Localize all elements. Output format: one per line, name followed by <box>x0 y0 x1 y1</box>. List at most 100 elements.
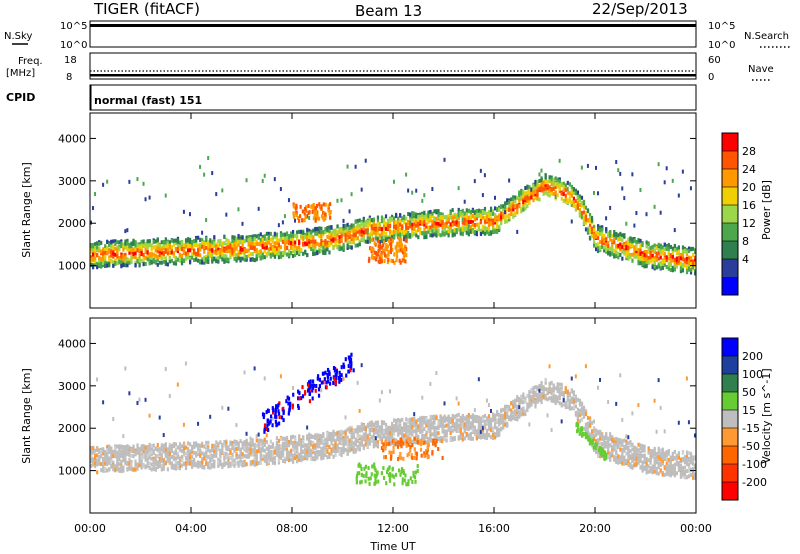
data-cell <box>245 238 248 243</box>
data-cell <box>465 214 468 219</box>
data-cell <box>233 463 236 468</box>
data-cell <box>267 235 270 240</box>
data-cell <box>431 229 434 234</box>
data-cell <box>538 186 541 191</box>
data-cell <box>643 252 646 257</box>
data-cell <box>431 233 434 238</box>
data-cell <box>261 234 264 239</box>
data-cell <box>174 261 178 266</box>
data-cell <box>588 226 592 231</box>
data-cell <box>342 223 345 228</box>
data-cell <box>237 256 240 261</box>
data-cell <box>691 246 695 251</box>
data-cell <box>294 233 297 238</box>
data-cell <box>603 233 606 238</box>
data-cell <box>197 252 200 257</box>
data-cell <box>96 446 99 451</box>
data-cell <box>435 216 438 221</box>
data-cell <box>245 444 248 449</box>
data-cell <box>409 428 412 433</box>
data-cell <box>605 227 608 232</box>
data-cell <box>156 462 159 467</box>
data-cell <box>275 237 279 242</box>
data-cell <box>138 242 141 247</box>
data-cell <box>396 241 399 246</box>
data-cell <box>249 257 252 262</box>
data-cell <box>449 215 452 220</box>
data-cell <box>201 241 204 246</box>
data-cell <box>578 195 582 200</box>
data-cell <box>154 254 157 259</box>
data-cell <box>693 255 697 260</box>
data-cell <box>637 255 640 260</box>
data-cell <box>162 443 165 448</box>
data-cell <box>160 240 163 245</box>
data-cell <box>613 254 616 259</box>
data-cell <box>314 243 317 248</box>
data-cell <box>132 444 135 449</box>
data-cell <box>356 433 359 438</box>
colorbar-tick-label: 12 <box>742 217 756 230</box>
data-cell <box>429 233 432 238</box>
data-cell <box>481 226 485 231</box>
data-cell <box>374 436 377 441</box>
data-cell <box>510 204 513 209</box>
data-cell <box>259 442 262 447</box>
data-cell <box>346 164 349 169</box>
data-cell <box>631 258 634 263</box>
data-cell <box>338 245 341 250</box>
data-cell <box>639 251 642 256</box>
data-cell <box>378 233 382 238</box>
data-cell <box>354 164 357 169</box>
data-cell <box>465 208 468 213</box>
data-cell <box>390 421 394 426</box>
data-cell <box>251 252 254 257</box>
data-cell <box>334 431 337 436</box>
data-cell <box>114 464 117 469</box>
data-cell <box>340 453 343 458</box>
data-cell <box>94 248 97 253</box>
data-cell <box>516 208 519 213</box>
data-cell <box>556 184 559 189</box>
data-cell <box>374 223 378 228</box>
data-cell <box>237 239 240 244</box>
data-cell <box>332 433 335 438</box>
data-cell <box>231 441 234 446</box>
data-cell <box>617 233 620 238</box>
data-cell <box>312 444 315 449</box>
data-cell <box>310 230 313 235</box>
data-cell <box>562 184 565 189</box>
date-label: 22/Sep/2013 <box>592 0 688 18</box>
data-cell <box>344 441 347 446</box>
data-cell <box>237 242 240 247</box>
data-cell <box>395 250 399 255</box>
data-cell <box>479 209 483 214</box>
data-cell <box>225 440 228 445</box>
data-cell <box>136 400 139 405</box>
data-cell <box>405 417 408 422</box>
cpid-panel-frame <box>89 84 697 111</box>
data-cell <box>108 257 111 262</box>
data-cell <box>239 457 242 462</box>
data-cell <box>144 465 147 470</box>
data-cell <box>546 192 549 197</box>
data-cell <box>315 216 319 221</box>
data-cell <box>100 261 103 266</box>
data-cell <box>330 437 333 442</box>
data-cell <box>407 419 410 424</box>
data-cell <box>485 230 489 235</box>
data-cell <box>346 241 349 246</box>
data-cell <box>364 220 367 225</box>
data-cell <box>154 239 157 244</box>
data-cell <box>170 250 173 255</box>
data-cell <box>398 243 401 248</box>
data-cell <box>138 262 141 267</box>
data-cell <box>496 225 499 230</box>
data-cell <box>142 181 145 186</box>
data-cell <box>417 222 420 227</box>
data-cell <box>395 230 398 235</box>
data-cell <box>384 226 388 231</box>
data-cell <box>397 423 400 428</box>
data-cell <box>352 441 355 446</box>
data-cell <box>657 256 660 261</box>
